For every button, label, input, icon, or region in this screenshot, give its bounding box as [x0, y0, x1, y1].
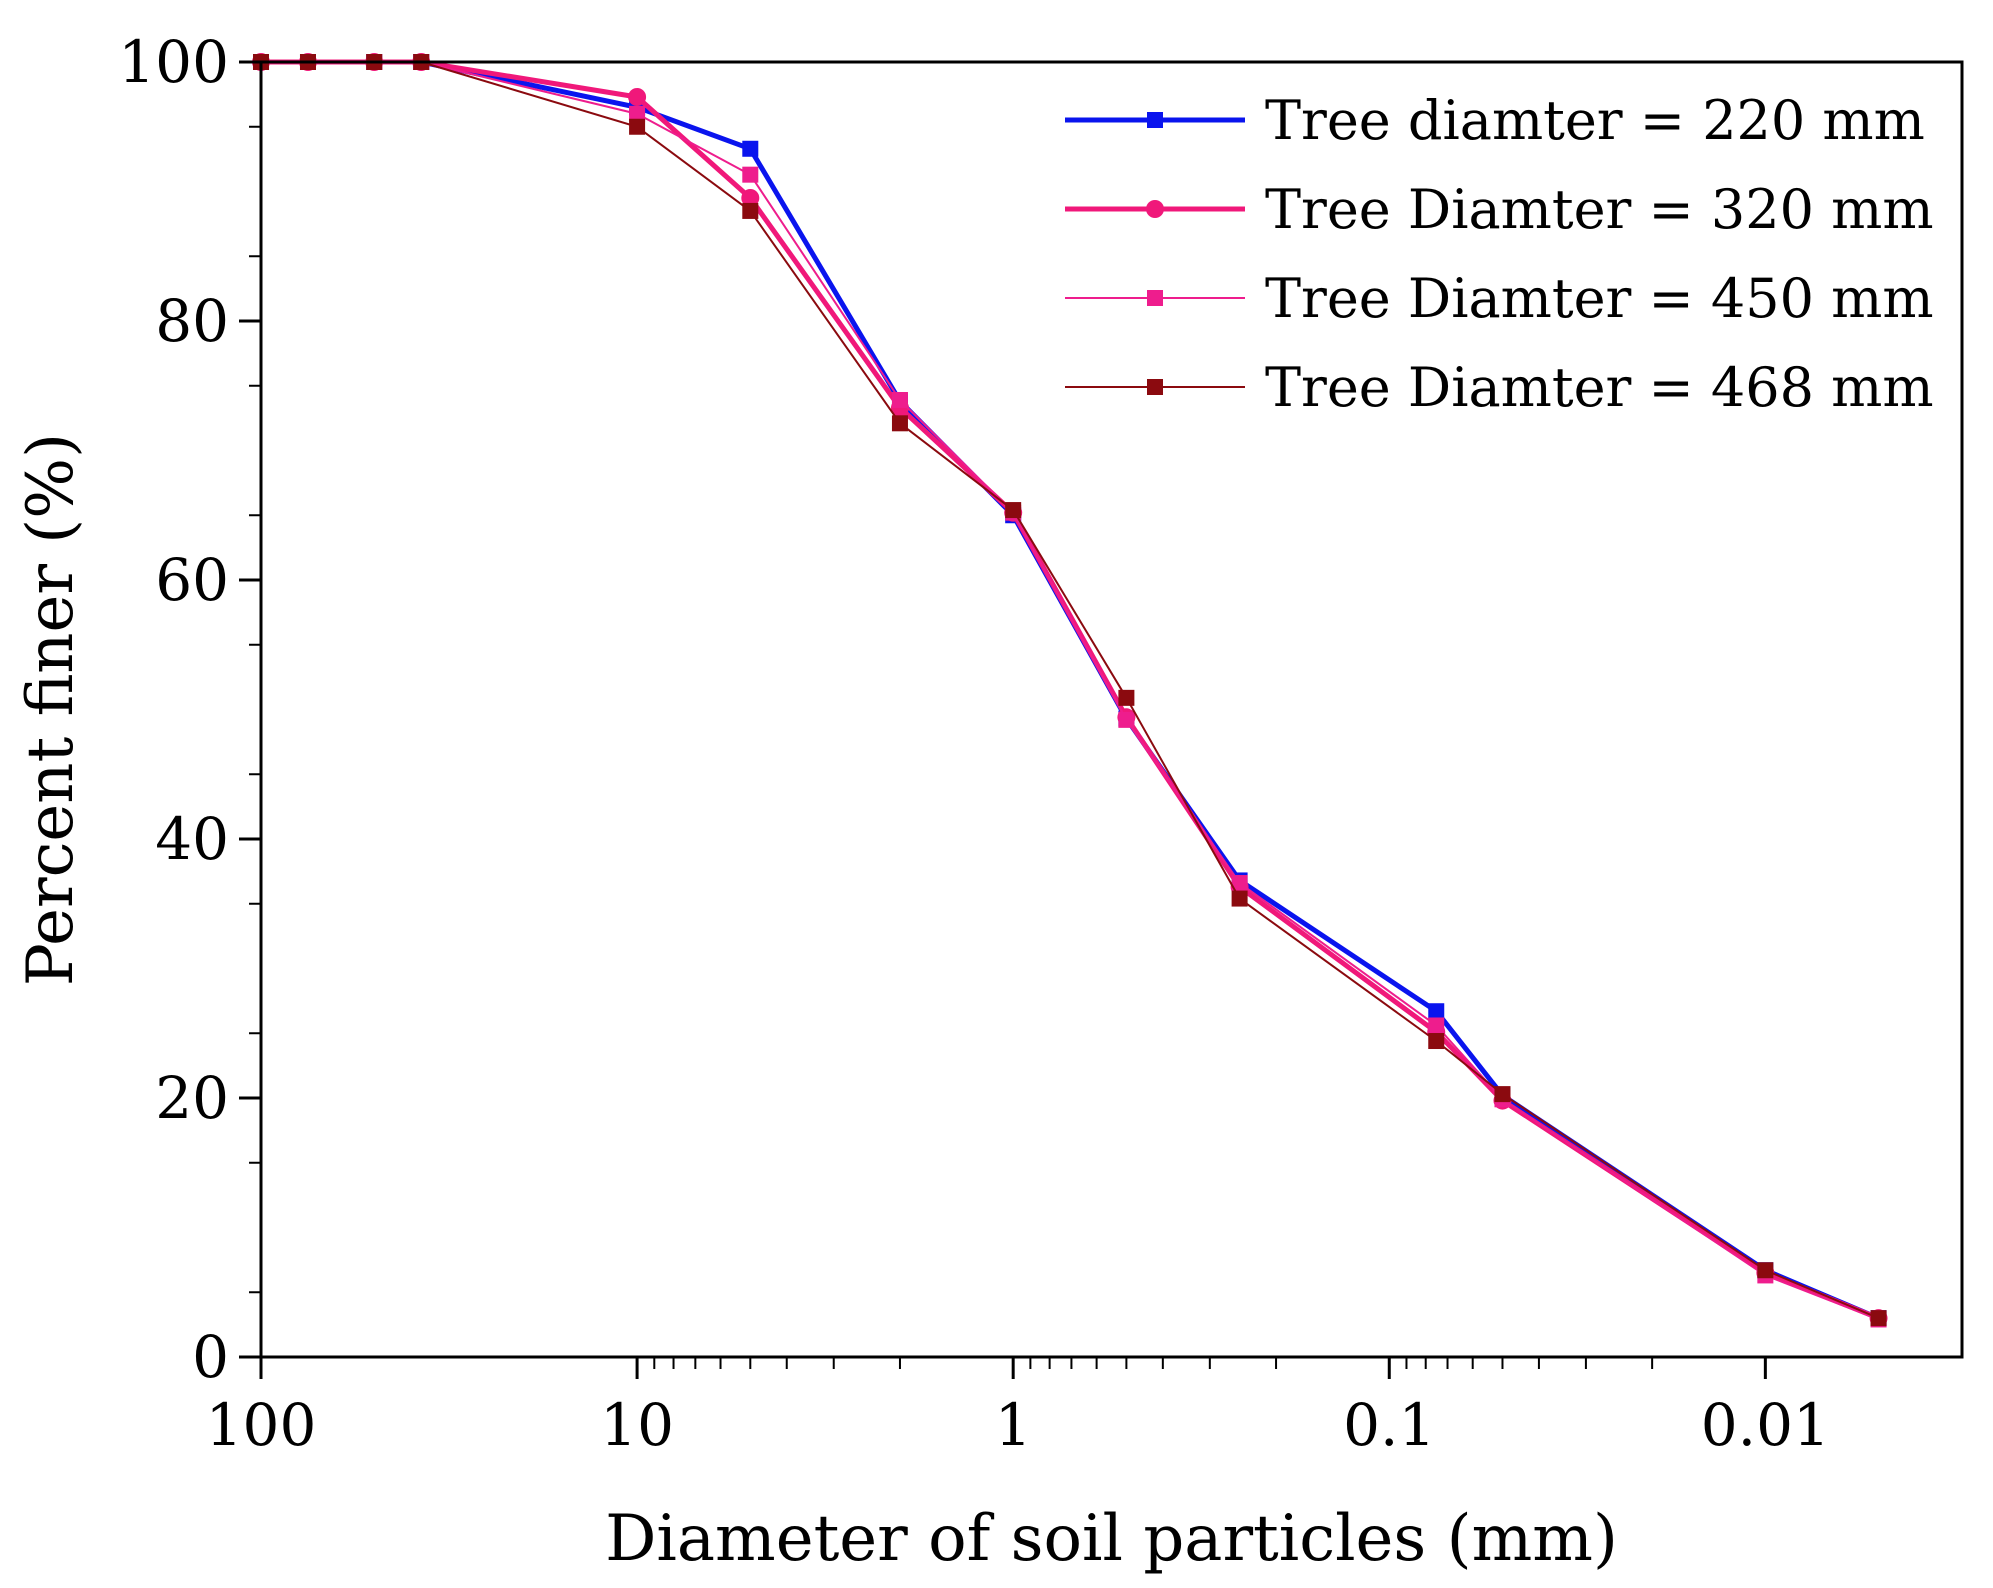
data-point — [629, 118, 646, 135]
legend-item: Tree Diamter = 320 mm — [1065, 178, 1934, 241]
data-point — [629, 105, 646, 122]
data-point — [1428, 1017, 1445, 1034]
legend-marker — [1147, 290, 1163, 306]
data-point — [891, 391, 908, 408]
data-point — [1428, 1003, 1445, 1020]
y-tick-label: 20 — [155, 1064, 229, 1132]
data-point — [742, 166, 759, 183]
y-tick-label: 0 — [192, 1323, 229, 1391]
legend-label: Tree Diamter = 320 mm — [1265, 178, 1934, 241]
legend-item: Tree diamter = 220 mm — [1065, 89, 1925, 152]
data-point — [1428, 1033, 1445, 1050]
legend-marker — [1147, 379, 1163, 395]
data-point — [1118, 711, 1135, 728]
legend-marker — [1146, 200, 1164, 218]
data-point — [741, 188, 760, 207]
x-tick-label: 1 — [995, 1391, 1032, 1459]
legend-item: Tree Diamter = 468 mm — [1065, 356, 1934, 419]
x-tick-label: 0.01 — [1701, 1391, 1830, 1459]
data-point — [1005, 502, 1022, 519]
data-point — [1870, 1310, 1887, 1327]
y-tick-label: 100 — [118, 28, 229, 96]
data-point — [1231, 875, 1248, 892]
data-point — [1118, 689, 1135, 706]
x-axis-title: Diameter of soil particles (mm) — [605, 1502, 1618, 1576]
data-point — [1231, 890, 1248, 907]
y-tick-label: 60 — [155, 546, 229, 614]
plot-frame — [259, 60, 1964, 1359]
x-tick-label: 0.1 — [1343, 1391, 1435, 1459]
data-point — [891, 415, 908, 432]
y-axis-title: Percent finer (%) — [14, 433, 88, 986]
data-point — [1494, 1086, 1511, 1103]
legend: Tree diamter = 220 mm Tree Diamter = 320 … — [1065, 89, 1934, 419]
legend-label: Tree diamter = 220 mm — [1265, 89, 1925, 152]
legend-label: Tree Diamter = 450 mm — [1265, 267, 1934, 330]
legend-marker — [1147, 112, 1163, 128]
legend-label: Tree Diamter = 468 mm — [1265, 356, 1934, 419]
data-point — [628, 87, 647, 106]
data-point — [742, 202, 759, 219]
x-tick-label: 100 — [206, 1391, 317, 1459]
tick-layer: 100 10 1 0.1 0.01 0 20 40 60 80 100 — [118, 28, 1830, 1459]
data-point — [742, 140, 759, 157]
data-point — [1757, 1262, 1774, 1279]
y-tick-label: 80 — [155, 287, 229, 355]
legend-item: Tree Diamter = 450 mm — [1065, 267, 1934, 330]
x-tick-label: 10 — [600, 1391, 674, 1459]
y-tick-label: 40 — [155, 805, 229, 873]
